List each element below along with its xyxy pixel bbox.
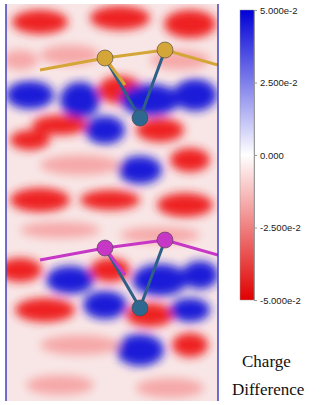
density-region (10, 130, 50, 150)
colorbar-label: Charge Difference (232, 352, 304, 399)
density-region (90, 6, 150, 30)
colorbar (240, 10, 254, 300)
density-region (6, 50, 38, 70)
tick: -2.500e-2 (254, 222, 301, 233)
atoms-top (40, 42, 218, 126)
density-region (116, 334, 164, 366)
density-region (118, 156, 162, 184)
density-region (170, 148, 210, 172)
density-region (83, 291, 127, 319)
density-region (60, 82, 100, 118)
density-region (164, 10, 216, 38)
atom (132, 110, 148, 126)
atom (97, 240, 113, 256)
density-region (20, 222, 100, 238)
bond (40, 248, 105, 260)
tick: -5.000e-2 (254, 295, 301, 306)
density-region (136, 378, 204, 398)
bond (140, 240, 165, 308)
density-region (132, 264, 188, 296)
density-region (40, 155, 120, 175)
tick-mark (254, 300, 257, 301)
density-region (85, 116, 125, 144)
atom (97, 50, 113, 66)
bond (105, 248, 140, 308)
tick-mark (254, 83, 257, 84)
axis-line (255, 11, 258, 301)
density-region (6, 258, 42, 282)
density-region (157, 193, 213, 217)
tick-mark (254, 228, 257, 229)
density-region (15, 298, 75, 322)
panel-border (5, 4, 7, 401)
label-line: Charge (242, 352, 291, 371)
density-region (46, 266, 94, 294)
bond (40, 58, 105, 70)
tick-mark (254, 10, 257, 11)
atom (157, 42, 173, 58)
panel-border (217, 4, 219, 401)
figure: 5.000e-2 2.500e-2 0.000 -2.500e-2 -5.000e-2 C… (0, 0, 324, 405)
atom (157, 232, 173, 248)
tick-label: -2.500e-2 (260, 222, 301, 233)
tick: 2.500e-2 (254, 77, 298, 88)
tick-label: 0.000 (260, 150, 284, 161)
bond (105, 50, 165, 58)
atoms-bottom (40, 232, 218, 316)
density-region (173, 79, 217, 111)
colorbar-axis: 5.000e-2 2.500e-2 0.000 -2.500e-2 -5.000e-2 (254, 5, 301, 306)
density-region (26, 375, 94, 395)
density-region (170, 298, 210, 322)
density-region (10, 188, 70, 212)
bond (105, 240, 165, 248)
density-map (6, 4, 218, 401)
bond (140, 50, 165, 118)
density-region (80, 190, 140, 210)
label-line: Difference (232, 380, 304, 399)
tick-label: 5.000e-2 (260, 5, 298, 16)
tick-label: -5.000e-2 (260, 295, 301, 306)
tick-label: 2.500e-2 (260, 77, 298, 88)
atom (132, 300, 148, 316)
tick: 5.000e-2 (254, 5, 298, 16)
density-region (40, 335, 120, 355)
tick-mark (254, 155, 257, 156)
density-region (172, 333, 208, 357)
map-ground (6, 4, 218, 401)
density-region (182, 261, 218, 289)
tick: 0.000 (254, 150, 284, 161)
bond (105, 58, 140, 118)
density-region (12, 10, 68, 34)
density-region (6, 81, 54, 109)
